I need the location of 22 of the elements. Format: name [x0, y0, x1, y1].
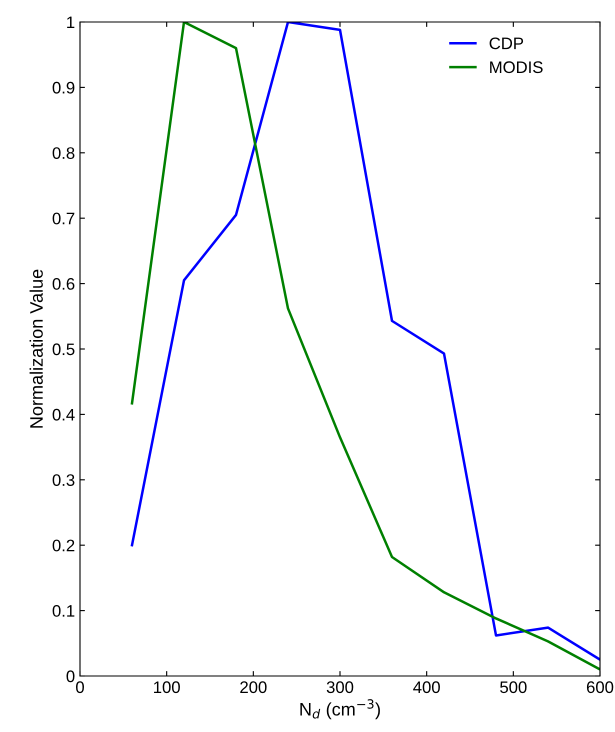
- y-tick-label: 0.8: [52, 147, 74, 160]
- y-tick-label: 0.7: [52, 212, 74, 224]
- x-tick-label: 500: [500, 681, 527, 694]
- y-tick-label: 0.1: [52, 605, 74, 617]
- x-axis-title: N$_{d}$ (cm$^{−3}$): [300, 699, 380, 720]
- y-tick-label: 1: [67, 16, 74, 28]
- x-tick-label: 100: [154, 681, 180, 694]
- x-tick-label: 600: [586, 681, 614, 694]
- legend-label: CDP: [490, 37, 524, 50]
- y-tick-label: 0.5: [52, 343, 74, 356]
- y-tick-label: 0.6: [52, 278, 74, 290]
- legend-label: MODIS: [490, 61, 543, 74]
- y-axis-title: Normalization Value: [30, 270, 43, 428]
- y-tick-label: 0: [66, 670, 74, 682]
- x-tick-label: 300: [326, 681, 354, 694]
- y-tick-label: 0.9: [52, 82, 74, 94]
- x-tick-label: 400: [413, 681, 440, 694]
- x-tick-label: 0: [76, 681, 84, 694]
- x-tick-label: 200: [240, 681, 267, 694]
- y-tick-label: 0.4: [52, 408, 75, 421]
- y-tick-label: 0.3: [52, 474, 74, 486]
- y-tick-label: 0.2: [52, 540, 74, 552]
